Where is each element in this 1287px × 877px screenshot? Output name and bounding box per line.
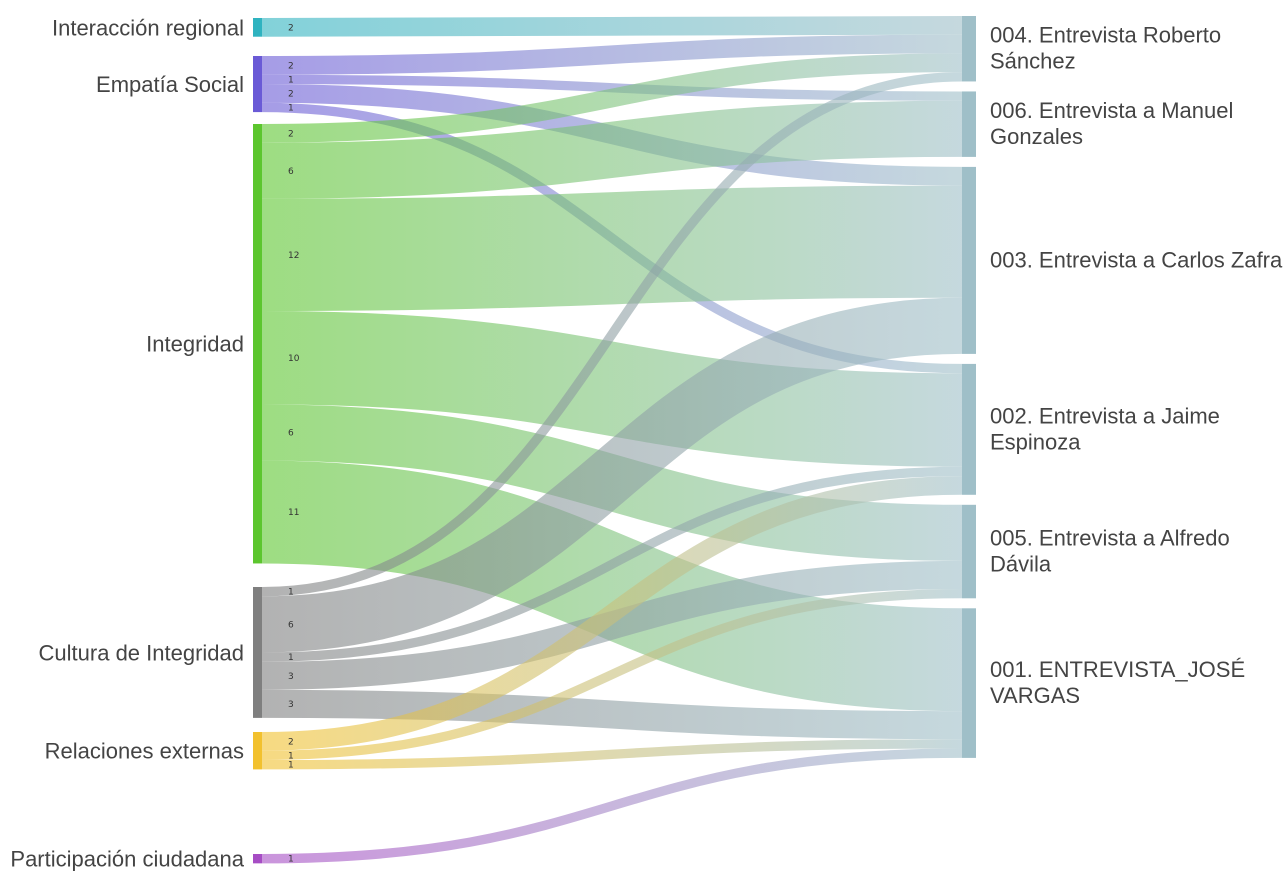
link-relaciones-externas-to-001-entrevista-jose-vargas[interactable] [261,739,963,770]
link-value-label: 6 [288,620,294,630]
sankey-nodes [253,16,976,864]
link-value-label: 10 [288,354,300,364]
link-empatia-social-to-004-entrevista-roberto-sanchez[interactable] [261,34,963,75]
link-value-label: 2 [288,737,294,747]
link-value-label: 11 [288,508,299,518]
link-value-label: 1 [288,751,294,761]
source-node-integridad[interactable] [253,124,262,564]
link-integridad-to-004-entrevista-roberto-sanchez[interactable] [261,53,963,143]
target-label-004-entrevista-roberto-sanchez-line1: 004. Entrevista Roberto [990,23,1221,48]
source-node-cultura-de-integridad[interactable] [253,587,262,718]
target-label-006-entrevista-a-manuel-gonzales-line1: 006. Entrevista a Manuel [990,98,1233,123]
link-value-label: 6 [288,167,294,177]
link-value-label: 1 [288,588,294,598]
link-cultura-de-integridad-to-005-entrevista-a-alfredo-davila[interactable] [261,560,963,690]
link-relaciones-externas-to-005-entrevista-a-alfredo-davila[interactable] [261,588,963,761]
link-value-label: 3 [288,700,294,710]
link-value-label: 2 [288,129,294,139]
link-empatia-social-to-006-entrevista-a-manuel-gonzales[interactable] [261,74,963,101]
target-label-006-entrevista-a-manuel-gonzales-line2: Gonzales [990,124,1083,149]
target-label-001-entrevista-jose-vargas-line2: VARGAS [990,683,1080,708]
link-value-label: 1 [288,761,294,771]
link-value-label: 6 [288,429,294,439]
target-label-004-entrevista-roberto-sanchez-line2: Sánchez [990,49,1076,74]
link-value-label: 2 [288,23,294,33]
link-value-label: 1 [288,653,294,663]
target-node-003-entrevista-a-carlos-zafra[interactable] [962,166,976,354]
link-integridad-to-002-entrevista-a-jaime-espinoza[interactable] [261,311,963,467]
source-label-interaccion-regional: Interacción regional [52,15,244,40]
source-label-empatia-social: Empatía Social [96,72,244,97]
link-cultura-de-integridad-to-004-entrevista-roberto-sanchez[interactable] [261,72,963,597]
link-cultura-de-integridad-to-003-entrevista-a-carlos-zafra[interactable] [261,297,963,653]
source-node-interaccion-regional[interactable] [253,18,262,37]
link-integridad-to-003-entrevista-a-carlos-zafra[interactable] [261,185,963,311]
target-label-002-entrevista-a-jaime-espinoza-line2: Espinoza [990,429,1081,454]
link-value-label: 1 [288,103,294,113]
link-value-label: 1 [288,855,294,865]
source-node-empatia-social[interactable] [253,56,262,113]
link-cultura-de-integridad-to-002-entrevista-a-jaime-espinoza[interactable] [261,466,963,662]
source-node-relaciones-externas[interactable] [253,732,262,770]
link-cultura-de-integridad-to-001-entrevista-jose-vargas[interactable] [261,689,963,740]
link-participacion-ciudadana-to-001-entrevista-jose-vargas[interactable] [261,748,963,864]
link-value-label: 12 [288,251,299,261]
target-label-005-entrevista-a-alfredo-davila-line1: 005. Entrevista a Alfredo [990,526,1230,551]
source-label-integridad: Integridad [146,332,244,357]
link-relaciones-externas-to-002-entrevista-a-jaime-espinoza[interactable] [261,476,963,751]
target-node-004-entrevista-roberto-sanchez[interactable] [962,16,976,82]
source-node-participacion-ciudadana[interactable] [253,854,262,864]
target-label-001-entrevista-jose-vargas-line1: 001. ENTREVISTA_JOSÉ [990,657,1245,682]
link-value-label: 2 [288,61,294,71]
target-label-003-entrevista-a-carlos-zafra: 003. Entrevista a Carlos Zafra [990,247,1283,272]
link-value-label: 2 [288,89,294,99]
source-label-cultura-de-integridad: Cultura de Integridad [39,640,244,665]
source-label-relaciones-externas: Relaciones externas [45,739,244,764]
target-label-005-entrevista-a-alfredo-davila-line2: Dávila [990,552,1052,577]
link-value-label: 3 [288,672,294,682]
link-integridad-to-006-entrevista-a-manuel-gonzales[interactable] [261,100,963,199]
target-node-002-entrevista-a-jaime-espinoza[interactable] [962,363,976,495]
link-interaccion-regional-to-004-entrevista-roberto-sanchez[interactable] [261,16,963,37]
target-label-002-entrevista-a-jaime-espinoza-line1: 002. Entrevista a Jaime [990,403,1220,428]
link-integridad-to-001-entrevista-jose-vargas[interactable] [261,460,963,712]
target-node-006-entrevista-a-manuel-gonzales[interactable] [962,91,976,157]
target-node-005-entrevista-a-alfredo-davila[interactable] [962,504,976,599]
source-label-participacion-ciudadana: Participación ciudadana [10,847,244,872]
target-node-001-entrevista-jose-vargas[interactable] [962,608,976,758]
link-value-label: 1 [288,75,294,85]
sankey-labels: Interacción regional Empatía Social Integr… [10,15,1283,871]
sankey-links [261,16,963,864]
